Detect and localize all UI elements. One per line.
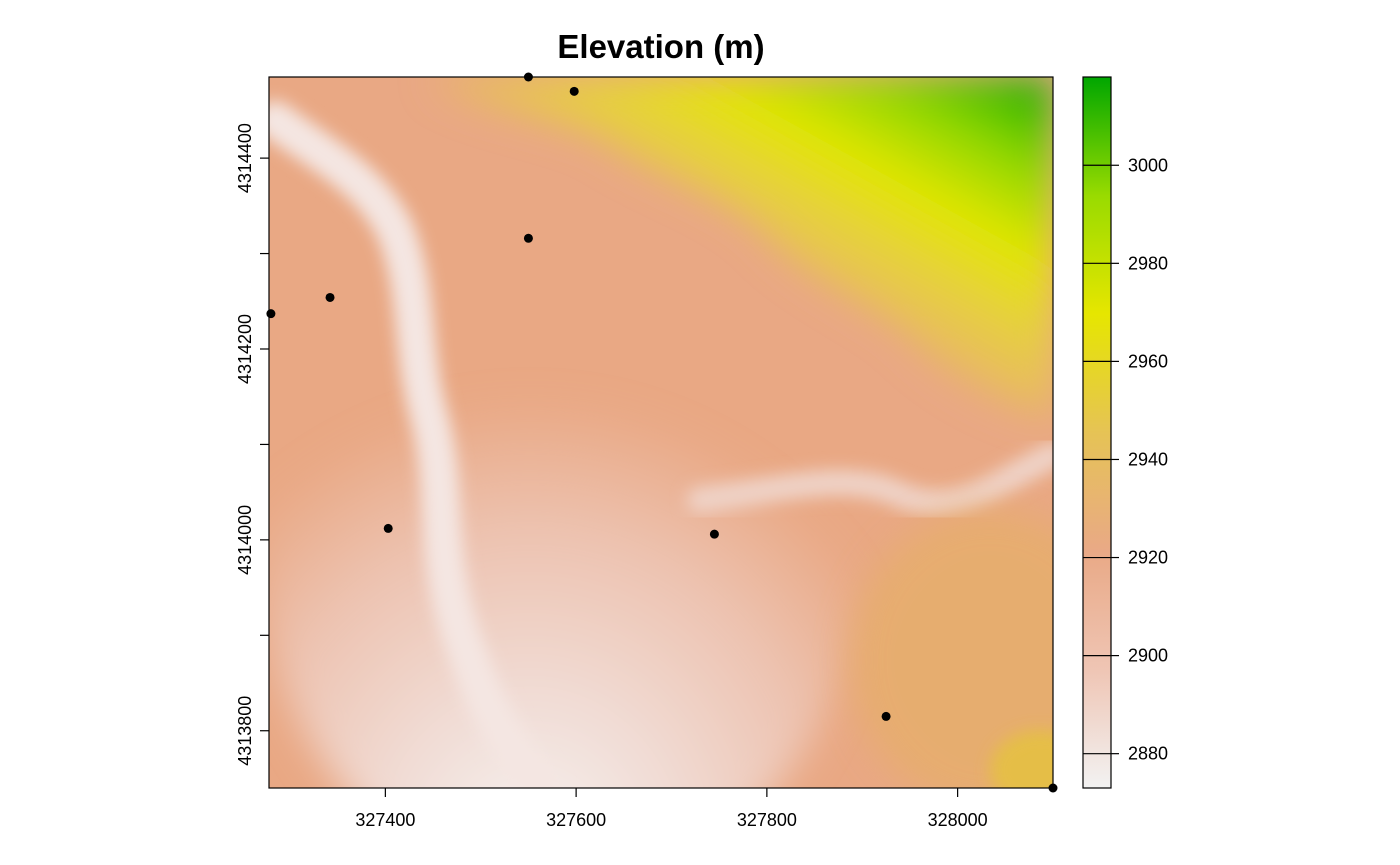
map-frame	[268, 76, 1054, 789]
y-tick-label: 4313800	[235, 696, 255, 766]
x-tick-label: 328000	[928, 810, 988, 830]
color-legend: 2880 2900 2920 2940 2960 2980 3000	[1082, 76, 1168, 789]
sample-point	[266, 309, 276, 319]
legend-tick-label: 2880	[1128, 744, 1168, 764]
sample-point	[881, 711, 891, 721]
legend-tick-label: 3000	[1128, 155, 1168, 175]
x-axis: 327400 327600 327800 328000	[355, 788, 988, 830]
sample-points	[266, 72, 1058, 793]
legend-tick-label: 2900	[1128, 646, 1168, 666]
legend-ticks: 2880 2900 2920 2940 2960 2980 3000	[1083, 155, 1168, 764]
elevation-raster	[269, 77, 1053, 788]
sample-point	[383, 523, 393, 533]
sample-point	[325, 292, 335, 302]
x-tick-label: 327400	[355, 810, 415, 830]
y-axis: 4313800 4314000 4314200 4314400	[235, 123, 269, 766]
legend-tick-label: 2920	[1128, 548, 1168, 568]
x-tick-label: 327800	[737, 810, 797, 830]
sample-point	[523, 233, 533, 243]
map-title: Elevation (m)	[557, 28, 764, 65]
sample-point	[523, 72, 533, 82]
sample-point	[709, 529, 719, 539]
x-tick-label: 327600	[546, 810, 606, 830]
y-tick-label: 4314400	[235, 123, 255, 193]
legend-tick-label: 2980	[1128, 253, 1168, 273]
sample-point	[1048, 783, 1058, 793]
sample-point	[569, 86, 579, 96]
legend-colorbar	[1082, 76, 1112, 789]
legend-tick-label: 2940	[1128, 449, 1168, 469]
y-tick-label: 4314000	[235, 505, 255, 575]
legend-tick-label: 2960	[1128, 351, 1168, 371]
y-tick-label: 4314200	[235, 314, 255, 384]
